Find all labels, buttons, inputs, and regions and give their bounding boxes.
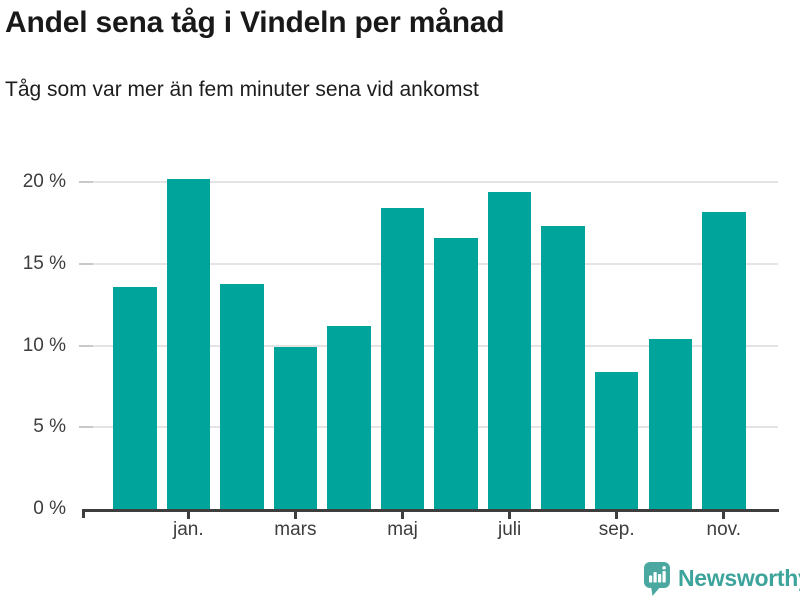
x-tick-maj bbox=[401, 512, 404, 519]
y-tick-5 bbox=[79, 426, 93, 429]
bar-sep bbox=[594, 372, 639, 509]
bar-juli bbox=[487, 192, 532, 509]
gridline-20 bbox=[79, 181, 778, 184]
bar-apr bbox=[327, 326, 371, 509]
chart-title: Andel sena tåg i Vindeln per månad bbox=[5, 6, 505, 39]
gridline-5 bbox=[79, 426, 778, 429]
x-tick-nov bbox=[722, 512, 726, 519]
y-tick-15 bbox=[79, 262, 93, 265]
y-tick-label-5: 5 % bbox=[33, 416, 66, 438]
y-tick-10 bbox=[79, 344, 93, 347]
x-tick-label-maj: maj bbox=[387, 519, 418, 540]
chart-subtitle: Tåg som var mer än fem minuter sena vid … bbox=[5, 78, 479, 101]
y-tick-label-10: 10 % bbox=[22, 334, 66, 356]
x-tick-juli bbox=[508, 512, 512, 519]
x-tick-label-jan: jan. bbox=[172, 519, 204, 540]
bar-aug bbox=[541, 226, 585, 509]
x-tick-mars bbox=[293, 512, 297, 519]
bar-dec bbox=[113, 287, 157, 509]
y-tick-20 bbox=[79, 181, 93, 184]
gridline-10 bbox=[79, 344, 778, 347]
newsworthy-logo-text: Newsworthy bbox=[678, 565, 800, 591]
bar-maj bbox=[380, 208, 425, 509]
x-tick-label-sep: sep. bbox=[598, 519, 635, 540]
newsworthy-logo-icon bbox=[644, 562, 670, 596]
x-tick-sep bbox=[615, 512, 619, 519]
bar-nov bbox=[702, 212, 746, 509]
gridline-15 bbox=[79, 262, 778, 265]
bar-mars bbox=[273, 347, 318, 509]
x-axis-line bbox=[82, 509, 779, 512]
newsworthy-logo: Newsworthy bbox=[644, 562, 800, 597]
x-tick-jan bbox=[186, 512, 190, 519]
y-tick-label-15: 15 % bbox=[22, 252, 66, 274]
y-tick-label-20: 20 % bbox=[22, 171, 66, 193]
x-axis-start-tick bbox=[82, 512, 85, 518]
bar-feb bbox=[220, 284, 264, 509]
x-tick-label-nov: nov. bbox=[706, 519, 742, 540]
bar-okt bbox=[648, 339, 692, 509]
x-tick-label-juli: juli bbox=[497, 519, 522, 540]
bar-juni bbox=[434, 238, 478, 509]
x-tick-label-mars: mars bbox=[274, 519, 317, 540]
bar-jan bbox=[166, 179, 211, 509]
y-tick-label-0: 0 % bbox=[33, 498, 66, 519]
